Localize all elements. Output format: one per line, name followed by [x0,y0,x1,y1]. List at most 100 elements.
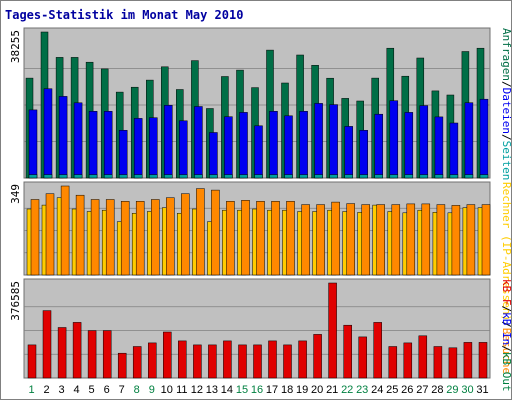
bar-besuche-day-27 [421,203,431,276]
bar-seiten-day-8 [133,174,143,179]
day-label-12: 12 [191,384,203,396]
panel-1-legend: Anfragen/Dateien/Seiten [500,28,512,180]
day-label-8: 8 [134,384,140,396]
bar-seiten-day-6 [103,174,113,179]
bar-dateien-day-29 [449,122,459,179]
bar-dateien-day-24 [374,113,383,179]
bar-kb-f-day-12 [193,344,202,379]
bar-dateien-day-13 [209,132,218,179]
bar-seiten-day-18 [284,174,293,179]
legend-kb-out: kB Out [500,352,512,392]
bar-seiten-day-28 [434,174,444,179]
bar-kb-f-day-1 [27,344,37,379]
bar-dateien-day-16 [254,125,263,179]
bar-kb-f-day-5 [87,330,97,379]
panel-2-legend: Rechner (IP-Adressen)/Besuche [500,182,512,374]
bar-kb-f-day-13 [208,344,217,379]
bar-kb-f-day-10 [163,331,172,379]
bar-dateien-day-12 [194,106,203,179]
bar-kb-f-day-9 [148,342,157,379]
day-label-28: 28 [431,384,443,396]
bar-besuche-day-10 [166,197,175,276]
bar-dateien-day-26 [404,112,414,179]
bar-dateien-day-19 [299,111,308,179]
bar-besuche-day-26 [406,203,416,276]
panel-3-ytick-label: 376585 [9,281,22,321]
bar-dateien-day-31 [479,98,489,179]
day-label-2: 2 [43,384,49,396]
legend-rechner-ip-adressen-: Rechner (IP-Adressen) [500,182,512,321]
bar-kb-f-day-29 [448,347,458,379]
day-label-15: 15 [236,384,248,396]
bar-dateien-day-3 [58,96,68,179]
bar-dateien-day-14 [224,116,233,179]
bar-dateien-day-8 [133,118,143,179]
day-label-21: 21 [326,384,338,396]
bar-seiten-day-10 [164,174,173,179]
bar-besuche-day-14 [226,201,235,276]
bar-kb-f-day-22 [343,324,352,379]
day-label-25: 25 [386,384,398,396]
bar-seiten-day-14 [224,174,233,179]
day-label-20: 20 [311,384,323,396]
day-label-22: 22 [341,384,353,396]
bar-kb-f-day-17 [268,340,277,379]
bar-seiten-day-5 [88,174,98,179]
bar-seiten-day-30 [464,174,474,179]
bar-dateien-day-23 [359,130,368,179]
day-label-11: 11 [176,384,187,396]
day-label-29: 29 [446,384,458,396]
legend-besuche: Besuche [500,328,512,374]
bar-besuche-day-20 [316,204,325,276]
bar-dateien-day-7 [118,130,128,179]
day-label-1: 1 [28,384,34,396]
bar-dateien-day-1 [28,109,38,179]
bar-kb-f-day-30 [463,342,473,379]
bar-seiten-day-29 [449,174,459,179]
legend-separator: / [500,306,512,313]
bar-besuche-day-15 [241,200,250,276]
bar-kb-f-day-15 [238,344,247,379]
bar-besuche-day-22 [346,203,355,276]
bar-kb-f-day-21 [328,282,337,379]
legend-separator: / [500,345,512,352]
day-label-18: 18 [281,384,293,396]
bar-dateien-day-27 [419,105,429,179]
bar-besuche-day-31 [481,204,491,276]
bar-kb-f-day-23 [358,336,367,379]
bar-seiten-day-31 [479,174,489,179]
day-label-31: 31 [476,384,488,396]
chart-title: Tages-Statistik im Monat May 2010 [5,8,243,22]
bar-dateien-day-15 [239,112,248,179]
bar-besuche-day-17 [271,201,280,276]
panel-2-ytick-label: 349 [9,184,22,204]
bar-besuche-day-7 [120,201,130,276]
bar-besuche-day-29 [451,205,461,276]
bar-seiten-day-3 [58,174,68,179]
panel-3-legend: kB F/kB In/kB Out [500,279,512,392]
legend-separator: / [500,81,512,88]
bar-kb-f-day-19 [298,340,307,379]
bar-dateien-day-21 [329,104,338,179]
bar-dateien-day-6 [103,111,113,179]
bar-besuche-day-13 [211,189,220,276]
bar-besuche-day-28 [436,204,446,276]
bar-kb-f-day-14 [223,340,232,379]
bar-besuche-day-21 [331,201,340,276]
legend-seiten: Seiten [500,141,512,181]
bar-kb-f-day-18 [283,344,292,379]
bar-dateien-day-2 [43,88,53,179]
bar-seiten-day-16 [254,174,263,179]
day-label-24: 24 [371,384,383,396]
legend-dateien: Dateien [500,88,512,134]
bar-kb-f-day-25 [388,346,398,379]
panel-1-ytick-label: 38255 [9,30,22,63]
bar-kb-f-day-16 [253,344,262,379]
bar-kb-f-day-20 [313,334,322,379]
bar-dateien-day-5 [88,111,98,179]
day-label-27: 27 [416,384,428,396]
bar-seiten-day-20 [314,174,323,179]
bar-seiten-day-11 [179,174,188,179]
